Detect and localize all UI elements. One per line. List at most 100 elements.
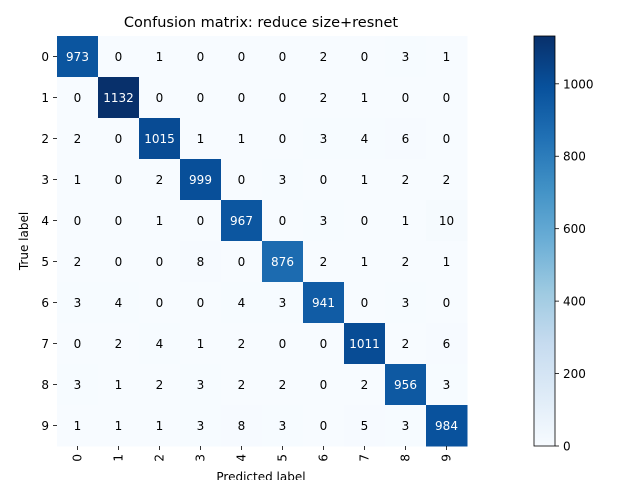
cell-value-label: 3 xyxy=(443,378,451,392)
heatmap-cell xyxy=(221,36,263,78)
heatmap-cell xyxy=(262,282,304,324)
heatmap-cell xyxy=(344,200,386,242)
heatmap-cell xyxy=(262,118,304,160)
x-tick-label: 8 xyxy=(399,454,413,462)
cell-value-label: 3 xyxy=(320,214,328,228)
heatmap-cell xyxy=(98,200,140,242)
cell-value-label: 2 xyxy=(156,173,164,187)
heatmap-cell xyxy=(180,364,222,406)
cell-value-label: 2 xyxy=(361,378,369,392)
heatmap-cell xyxy=(344,405,386,447)
heatmap-cell xyxy=(139,241,181,283)
heatmap-cell xyxy=(262,77,304,119)
y-tick-label: 3 xyxy=(41,173,49,187)
cell-value-label: 1 xyxy=(402,214,410,228)
heatmap-cell xyxy=(57,36,99,78)
heatmap-cell xyxy=(303,323,345,365)
cell-value-label: 0 xyxy=(156,255,164,269)
cell-value-label: 0 xyxy=(115,214,123,228)
cell-value-label: 0 xyxy=(443,91,451,105)
cell-value-label: 0 xyxy=(279,50,287,64)
cell-value-label: 0 xyxy=(115,173,123,187)
heatmap-cell xyxy=(98,364,140,406)
heatmap-cell xyxy=(57,323,99,365)
y-axis-label: True label xyxy=(17,212,31,271)
heatmap-cell xyxy=(98,77,140,119)
heatmap-cell xyxy=(57,159,99,201)
cell-value-label: 956 xyxy=(394,378,417,392)
cell-value-label: 1 xyxy=(443,50,451,64)
cell-value-label: 0 xyxy=(115,50,123,64)
x-tick-label: 4 xyxy=(235,454,249,462)
cell-value-label: 0 xyxy=(402,91,410,105)
cell-value-label: 0 xyxy=(197,50,205,64)
cell-value-label: 4 xyxy=(361,132,369,146)
heatmap-cell xyxy=(262,405,304,447)
cell-value-label: 0 xyxy=(279,337,287,351)
cell-value-label: 0 xyxy=(74,337,82,351)
y-tick-label: 5 xyxy=(41,255,49,269)
cell-value-label: 1 xyxy=(74,173,82,187)
cell-value-label: 1 xyxy=(443,255,451,269)
cell-value-label: 0 xyxy=(279,91,287,105)
cell-value-label: 8 xyxy=(238,419,246,433)
heatmap-cell xyxy=(303,159,345,201)
heatmap-cell xyxy=(303,364,345,406)
heatmap-cell xyxy=(385,200,427,242)
x-tick-label: 3 xyxy=(194,454,208,462)
cell-value-label: 4 xyxy=(156,337,164,351)
heatmap-cells xyxy=(57,36,468,447)
heatmap-cell xyxy=(344,282,386,324)
heatmap-cell xyxy=(385,241,427,283)
cell-value-label: 984 xyxy=(435,419,458,433)
heatmap-cell xyxy=(139,159,181,201)
heatmap-cell xyxy=(221,77,263,119)
heatmap-cell xyxy=(344,241,386,283)
cell-value-label: 0 xyxy=(156,296,164,310)
y-tick-label: 6 xyxy=(41,296,49,310)
cell-value-label: 3 xyxy=(197,419,205,433)
heatmap-cell xyxy=(385,405,427,447)
y-tick-label: 9 xyxy=(41,419,49,433)
cell-value-label: 2 xyxy=(443,173,451,187)
cell-value-label: 0 xyxy=(238,50,246,64)
heatmap-cell xyxy=(139,323,181,365)
x-tick-label: 2 xyxy=(153,454,167,462)
cell-value-label: 1 xyxy=(238,132,246,146)
cell-value-label: 1 xyxy=(115,419,123,433)
heatmap-cell xyxy=(221,241,263,283)
cell-value-label: 0 xyxy=(443,132,451,146)
cell-value-label: 2 xyxy=(320,50,328,64)
heatmap-cell xyxy=(180,405,222,447)
cell-value-label: 0 xyxy=(197,91,205,105)
heatmap-cell xyxy=(98,241,140,283)
cell-value-label: 2 xyxy=(74,132,82,146)
heatmap-cell xyxy=(139,405,181,447)
cell-value-label: 1 xyxy=(115,378,123,392)
heatmap-cell xyxy=(385,282,427,324)
heatmap-cell xyxy=(180,282,222,324)
heatmap-cell xyxy=(221,405,263,447)
cell-value-label: 2 xyxy=(238,337,246,351)
heatmap-cell xyxy=(139,282,181,324)
cell-value-label: 1011 xyxy=(349,337,380,351)
heatmap-cell xyxy=(221,364,263,406)
heatmap-cell xyxy=(57,405,99,447)
heatmap-cell xyxy=(344,323,386,365)
cell-value-label: 1 xyxy=(197,337,205,351)
heatmap-cell xyxy=(385,159,427,201)
heatmap-cell xyxy=(139,36,181,78)
heatmap-cell xyxy=(303,77,345,119)
cell-value-label: 3 xyxy=(74,296,82,310)
cell-value-label: 2 xyxy=(320,255,328,269)
cell-value-label: 5 xyxy=(361,419,369,433)
cell-value-label: 999 xyxy=(189,173,212,187)
heatmap-cell xyxy=(385,36,427,78)
heatmap-cell xyxy=(303,36,345,78)
heatmap-cell xyxy=(139,200,181,242)
heatmap-cell xyxy=(57,241,99,283)
heatmap-cell xyxy=(426,77,468,119)
heatmap-cell xyxy=(139,77,181,119)
y-axis-ticks: 0 1 2 3 4 5 6 7 8 9 xyxy=(41,50,57,433)
heatmap-cell xyxy=(221,118,263,160)
